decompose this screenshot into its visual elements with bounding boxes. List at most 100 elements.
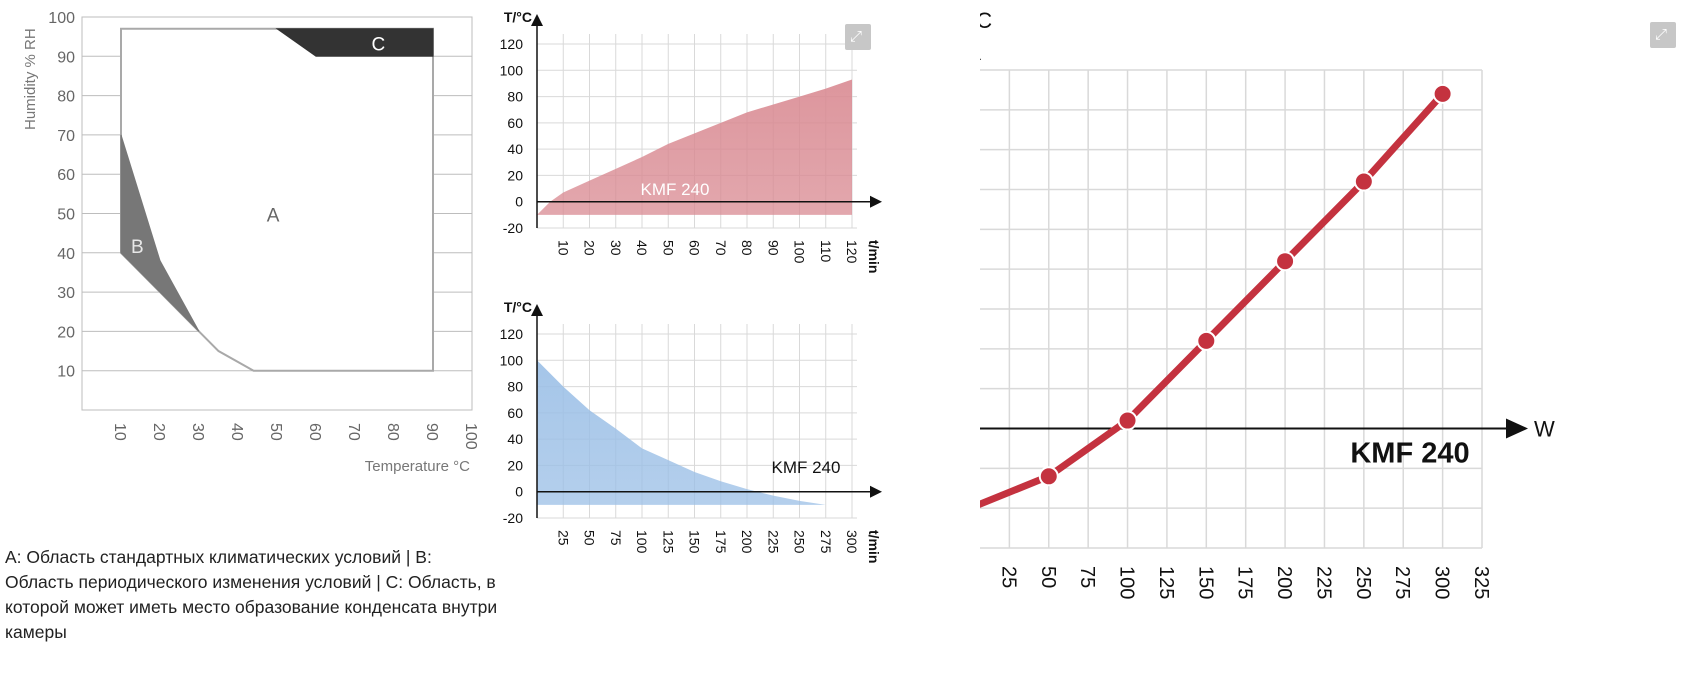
x-tick-label: 90 xyxy=(765,240,781,256)
x-tick-label: 100 xyxy=(634,530,650,554)
x-tick-label: 40 xyxy=(228,423,245,441)
y-tick-label: -20 xyxy=(503,220,523,236)
data-point xyxy=(1117,410,1138,431)
cooling-area-series xyxy=(537,360,826,505)
x-tick-label: 10 xyxy=(111,423,128,441)
x-axis-label: t/min xyxy=(866,530,882,563)
expand-icon: ⤢ xyxy=(1655,25,1668,43)
y-axis-label: Humidity % RH xyxy=(22,28,39,130)
humidity-chart: 10 20 30 40 50 60 70 80 90 100 10 20 30 40 50 60 70 80 90 1… xyxy=(0,0,500,540)
y-tick-label: 40 xyxy=(57,246,75,263)
y-tick-label: 120 xyxy=(500,36,523,52)
x-tick-label: 175 xyxy=(1234,566,1256,599)
y-tick-label: 100 xyxy=(48,10,75,27)
x-axis-arrow xyxy=(870,195,882,208)
heating-chart: -20 0 20 40 60 80 100 120 10 20 30 40 50 60 70 80 90 100 1… xyxy=(500,0,900,290)
x-axis-label: W xyxy=(1534,417,1555,442)
x-tick-label: 250 xyxy=(1352,566,1374,599)
y-tick-label: 40 xyxy=(507,141,523,157)
x-tick-label: 60 xyxy=(306,423,323,441)
x-tick-label: 50 xyxy=(660,240,676,256)
x-tick-label: 80 xyxy=(384,423,401,441)
y-axis-label: T/°C xyxy=(504,9,532,25)
x-tick-label: 80 xyxy=(739,240,755,256)
heating-area-series xyxy=(537,79,852,215)
y-tick-label: 120 xyxy=(500,326,523,342)
x-tick-label: 100 xyxy=(792,240,808,264)
x-tick-label: 325 xyxy=(1470,566,1492,599)
heating-chart-svg: -20 0 20 40 60 80 100 120 10 20 30 40 50 60 70 80 90 100 1… xyxy=(500,9,882,273)
x-tick-label: 100 xyxy=(462,423,479,450)
x-tick-label: 70 xyxy=(713,240,729,256)
y-tick-label: 100 xyxy=(500,62,523,78)
y-axis-arrow xyxy=(531,14,543,26)
y-tick-label: 20 xyxy=(57,324,75,341)
x-tick-label: 40 xyxy=(634,240,650,256)
y-tick-label: 80 xyxy=(57,89,75,106)
x-tick-label: 100 xyxy=(1116,566,1138,599)
x-tick-label: 25 xyxy=(997,566,1019,588)
x-tick-label: 110 xyxy=(818,240,834,263)
y-tick-label: 40 xyxy=(507,431,523,447)
y-tick-label: 60 xyxy=(507,115,523,131)
x-tick-label: 200 xyxy=(1273,566,1295,599)
x-tick-label: 20 xyxy=(150,423,167,441)
x-tick-label: 125 xyxy=(1155,566,1177,599)
x-tick-label: 150 xyxy=(687,530,703,554)
x-tick-label: 150 xyxy=(1194,566,1216,599)
y-tick-label: 90 xyxy=(57,49,75,66)
y-tick-label: 0 xyxy=(515,484,523,500)
y-axis-label: T/°C xyxy=(504,299,532,315)
x-tick-label: 225 xyxy=(1312,566,1334,599)
y-tick-label: 80 xyxy=(507,89,523,105)
x-tick-label: 275 xyxy=(818,530,834,554)
y-tick-label: 60 xyxy=(57,167,75,184)
expand-icon: ⤢ xyxy=(850,27,863,45)
x-tick-label: 300 xyxy=(1431,566,1453,599)
x-tick-label: 75 xyxy=(608,530,624,546)
power-plot: -15-10-505101520253035404525507510012515… xyxy=(980,8,1555,599)
power-series-label: KMF 240 xyxy=(1350,437,1469,469)
x-tick-label: 275 xyxy=(1391,566,1413,599)
y-tick-label: 0 xyxy=(515,194,523,210)
y-tick-label: 80 xyxy=(507,379,523,395)
heating-series-label: KMF 240 xyxy=(641,180,710,199)
x-tick-label: 225 xyxy=(765,530,781,554)
y-tick-label: 10 xyxy=(57,364,75,381)
x-tick-label: 30 xyxy=(189,423,206,441)
x-axis-arrow xyxy=(1506,418,1528,439)
x-axis-arrow xyxy=(870,485,882,498)
x-tick-label: 90 xyxy=(423,423,440,441)
y-tick-label: 20 xyxy=(507,457,523,473)
region-c xyxy=(275,28,434,57)
heating-expand-button[interactable]: ⤢ xyxy=(845,24,871,50)
x-axis-label: t/min xyxy=(866,240,882,273)
data-point xyxy=(1353,171,1374,192)
power-chart: -15-10-505101520253035404525507510012515… xyxy=(980,0,1696,674)
x-tick-label: 120 xyxy=(844,240,860,264)
chart-caption: A: Область стандартных климатических усл… xyxy=(5,547,498,642)
x-tick-label: 200 xyxy=(739,530,755,554)
x-axis-label: Temperature °C xyxy=(365,458,470,475)
region-label-a: A xyxy=(267,205,280,226)
x-tick-label: 20 xyxy=(582,240,598,256)
data-point xyxy=(1432,83,1453,104)
x-tick-label: 50 xyxy=(267,423,284,441)
data-point xyxy=(1275,251,1296,272)
power-expand-button[interactable]: ⤢ xyxy=(1650,22,1676,48)
x-tick-label: 50 xyxy=(582,530,598,546)
y-axis-arrow xyxy=(531,304,543,316)
region-a xyxy=(120,27,434,372)
data-point xyxy=(1196,330,1217,351)
x-tick-label: 10 xyxy=(555,240,571,256)
region-b xyxy=(120,134,200,332)
y-tick-label: 50 xyxy=(57,207,75,224)
x-tick-label: 50 xyxy=(1037,566,1059,588)
x-tick-label: 25 xyxy=(555,530,571,546)
region-label-c: C xyxy=(372,34,386,55)
humidity-chart-svg: 10 20 30 40 50 60 70 80 90 100 10 20 30 40 50 60 70 80 90 1… xyxy=(22,10,479,475)
x-tick-label: 250 xyxy=(792,530,808,554)
x-tick-label: 30 xyxy=(608,240,624,256)
y-tick-label: 20 xyxy=(507,167,523,183)
region-label-b: B xyxy=(131,237,144,258)
